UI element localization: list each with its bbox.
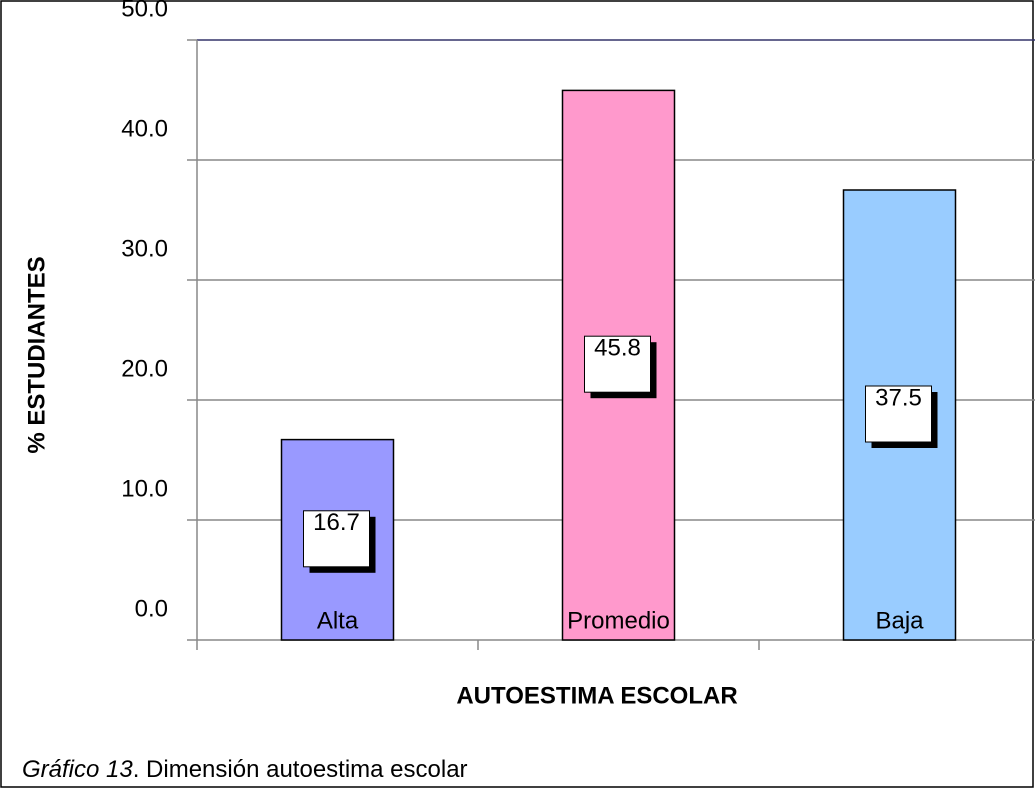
y-tick-label: 50.0 <box>121 0 168 22</box>
x-axis-label: AUTOESTIMA ESCOLAR <box>456 682 737 709</box>
y-tick-label: 30.0 <box>121 235 168 262</box>
data-label: 45.8 <box>594 335 641 362</box>
x-tick-label: Promedio <box>567 607 670 634</box>
x-tick-label: Alta <box>317 607 359 634</box>
x-tick-label: Baja <box>875 607 924 634</box>
label-box <box>865 385 932 443</box>
caption-text: . Dimensión autoestima escolar <box>133 756 468 783</box>
caption-label: Gráfico 13 <box>22 756 133 783</box>
data-label: 16.7 <box>313 509 360 536</box>
y-tick-label: 20.0 <box>121 355 168 382</box>
y-tick-label: 0.0 <box>135 595 168 622</box>
label-box <box>303 510 370 568</box>
y-axis-label: % ESTUDIANTES <box>23 256 50 453</box>
label-box <box>584 335 651 393</box>
y-tick-label: 40.0 <box>121 115 168 142</box>
data-label: 37.5 <box>875 384 922 411</box>
y-tick-label: 10.0 <box>121 475 168 502</box>
caption: Gráfico 13. Dimensión autoestima escolar <box>22 756 468 783</box>
